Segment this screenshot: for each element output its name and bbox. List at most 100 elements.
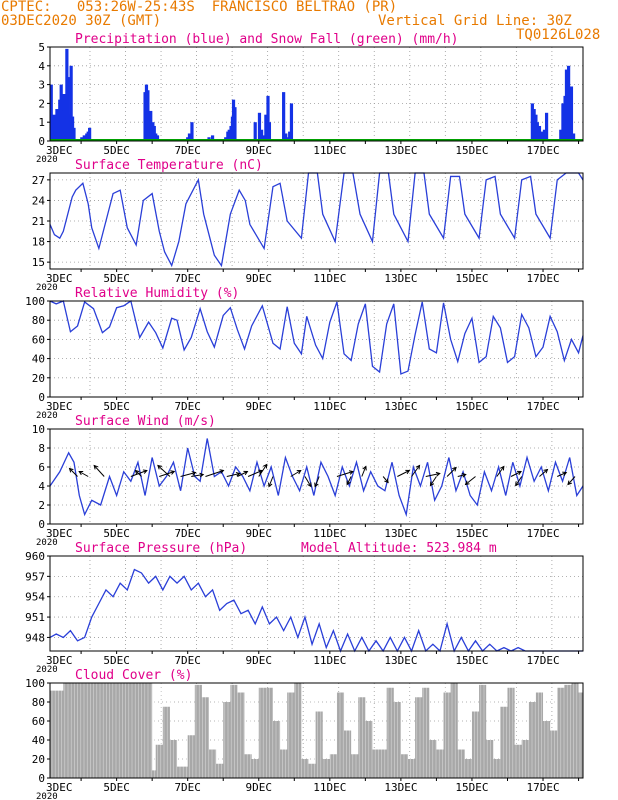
precip-bar bbox=[227, 129, 231, 141]
wind-vector-head bbox=[243, 470, 249, 476]
temp-title: Surface Temperature (nC) bbox=[75, 158, 263, 173]
wind-vector-head bbox=[78, 470, 84, 476]
cloud-x-tick-label: 17DEC bbox=[526, 781, 559, 794]
precip-bar bbox=[257, 112, 262, 141]
wind-vector-head bbox=[235, 471, 241, 477]
precip-bar bbox=[564, 69, 569, 141]
wind-vector-head bbox=[142, 469, 148, 474]
rh-x-year-label: 2020 bbox=[36, 411, 58, 421]
pressure-x-tick-label: 5DEC bbox=[103, 654, 130, 667]
wind-vector-head bbox=[415, 464, 421, 470]
cloud-y-tick-label: 80 bbox=[32, 696, 45, 709]
pressure-x-tick-label: 13DEC bbox=[384, 654, 417, 667]
cloud-frame bbox=[49, 682, 584, 779]
precip-y-tick-label: 0 bbox=[38, 135, 45, 148]
wind-vector bbox=[567, 476, 576, 485]
wind-series-line bbox=[49, 438, 584, 518]
pressure-x-tick-label: 9DEC bbox=[246, 654, 273, 667]
cloud-cover-area bbox=[50, 683, 583, 778]
wind-y-tick-label: 4 bbox=[38, 480, 45, 493]
temp-y-tick-label: 18 bbox=[32, 236, 45, 249]
wind-vector-head bbox=[157, 464, 162, 470]
precip-bar bbox=[154, 133, 158, 141]
cloud-x-tick-label: 7DEC bbox=[174, 781, 201, 794]
precip-bar bbox=[52, 114, 56, 141]
temp-y-tick-label: 27 bbox=[32, 174, 45, 187]
rh-title: Relative Humidity (%) bbox=[75, 286, 239, 301]
precip-x-tick-label: 7DEC bbox=[174, 144, 201, 157]
wind-vector-head bbox=[543, 468, 549, 474]
precip-bar bbox=[149, 110, 153, 141]
wind-vector-head bbox=[134, 469, 140, 475]
rh-x-tick-label: 3DEC bbox=[46, 400, 73, 413]
header: CPTEC: 053:26W-25:43S FRANCISCO BELTRAO … bbox=[0, 0, 618, 43]
wind-vector bbox=[93, 465, 105, 477]
temp-x-year-label: 2020 bbox=[36, 283, 58, 293]
wind-vector bbox=[411, 465, 420, 477]
precip-y-tick-label: 5 bbox=[38, 41, 45, 54]
rh-x-tick-label: 7DEC bbox=[174, 400, 201, 413]
wind-vector bbox=[457, 474, 466, 477]
precip-bar bbox=[55, 109, 59, 141]
wind-vector bbox=[78, 471, 89, 477]
precip-bar bbox=[540, 131, 544, 141]
pressure-x-tick-label: 3DEC bbox=[46, 654, 73, 667]
wind-x-tick-label: 11DEC bbox=[313, 527, 346, 540]
precip-bar bbox=[569, 86, 574, 141]
wind-vector bbox=[361, 466, 367, 477]
rh-y-tick-label: 100 bbox=[25, 295, 45, 308]
wind-vector bbox=[304, 476, 312, 487]
wind-vector-head bbox=[307, 482, 312, 488]
precip-bar bbox=[284, 133, 288, 141]
precip-bar bbox=[233, 107, 237, 141]
wind-vector-head bbox=[384, 478, 389, 484]
temp-x-tick-label: 9DEC bbox=[246, 272, 273, 285]
precip-frame bbox=[49, 46, 584, 142]
temp-frame bbox=[49, 172, 584, 270]
wind-vector bbox=[69, 468, 78, 477]
precip-bar bbox=[190, 122, 194, 141]
cloud-x-tick-label: 15DEC bbox=[455, 781, 488, 794]
wind-vector bbox=[290, 470, 301, 477]
wind-vector-head bbox=[296, 469, 302, 475]
rh-y-tick-label: 60 bbox=[32, 333, 45, 346]
rh-x-tick-label: 9DEC bbox=[246, 400, 273, 413]
wind-vector bbox=[465, 476, 476, 485]
pressure-frame bbox=[49, 555, 584, 652]
wind-vector-head bbox=[515, 481, 520, 487]
precip-bar bbox=[210, 135, 215, 141]
pressure-y-tick-label: 948 bbox=[25, 631, 45, 644]
wind-vector bbox=[557, 472, 567, 477]
wind-x-tick-label: 15DEC bbox=[455, 527, 488, 540]
wind-vector-head bbox=[452, 466, 457, 472]
precip-bar bbox=[542, 129, 547, 141]
wind-vector-head bbox=[362, 465, 367, 471]
wind-vector bbox=[346, 476, 352, 485]
precip-x-tick-label: 15DEC bbox=[455, 144, 488, 157]
cloud-x-tick-label: 11DEC bbox=[313, 781, 346, 794]
rh-x-tick-label: 15DEC bbox=[455, 400, 488, 413]
wind-vector bbox=[205, 470, 224, 477]
wind-vector bbox=[425, 473, 440, 477]
temp-x-tick-label: 5DEC bbox=[103, 272, 130, 285]
wind-y-tick-label: 8 bbox=[38, 442, 45, 455]
wind-x-tick-label: 17DEC bbox=[526, 527, 559, 540]
precip-bar bbox=[544, 112, 549, 141]
wind-vector-head bbox=[346, 480, 351, 486]
wind-vector-head bbox=[199, 472, 205, 478]
temp-y-tick-label: 21 bbox=[32, 215, 45, 228]
header-code: TQ0126L028 bbox=[516, 27, 601, 43]
precip-y-tick-label: 1 bbox=[38, 116, 45, 129]
precip-bar bbox=[267, 122, 272, 141]
precip-bar bbox=[62, 94, 66, 141]
wind-vector-head bbox=[258, 469, 264, 474]
precip-bar bbox=[88, 127, 92, 141]
precip-x-tick-label: 3DEC bbox=[46, 144, 73, 157]
wind-vector bbox=[226, 473, 240, 477]
precip-title: Precipitation (blue) and Snow Fall (gree… bbox=[75, 32, 459, 47]
temp-y-tick-label: 15 bbox=[32, 256, 45, 269]
wind-vector bbox=[180, 472, 196, 477]
cloud-x-year-label: 2020 bbox=[36, 792, 58, 800]
precip-bar bbox=[69, 65, 73, 141]
